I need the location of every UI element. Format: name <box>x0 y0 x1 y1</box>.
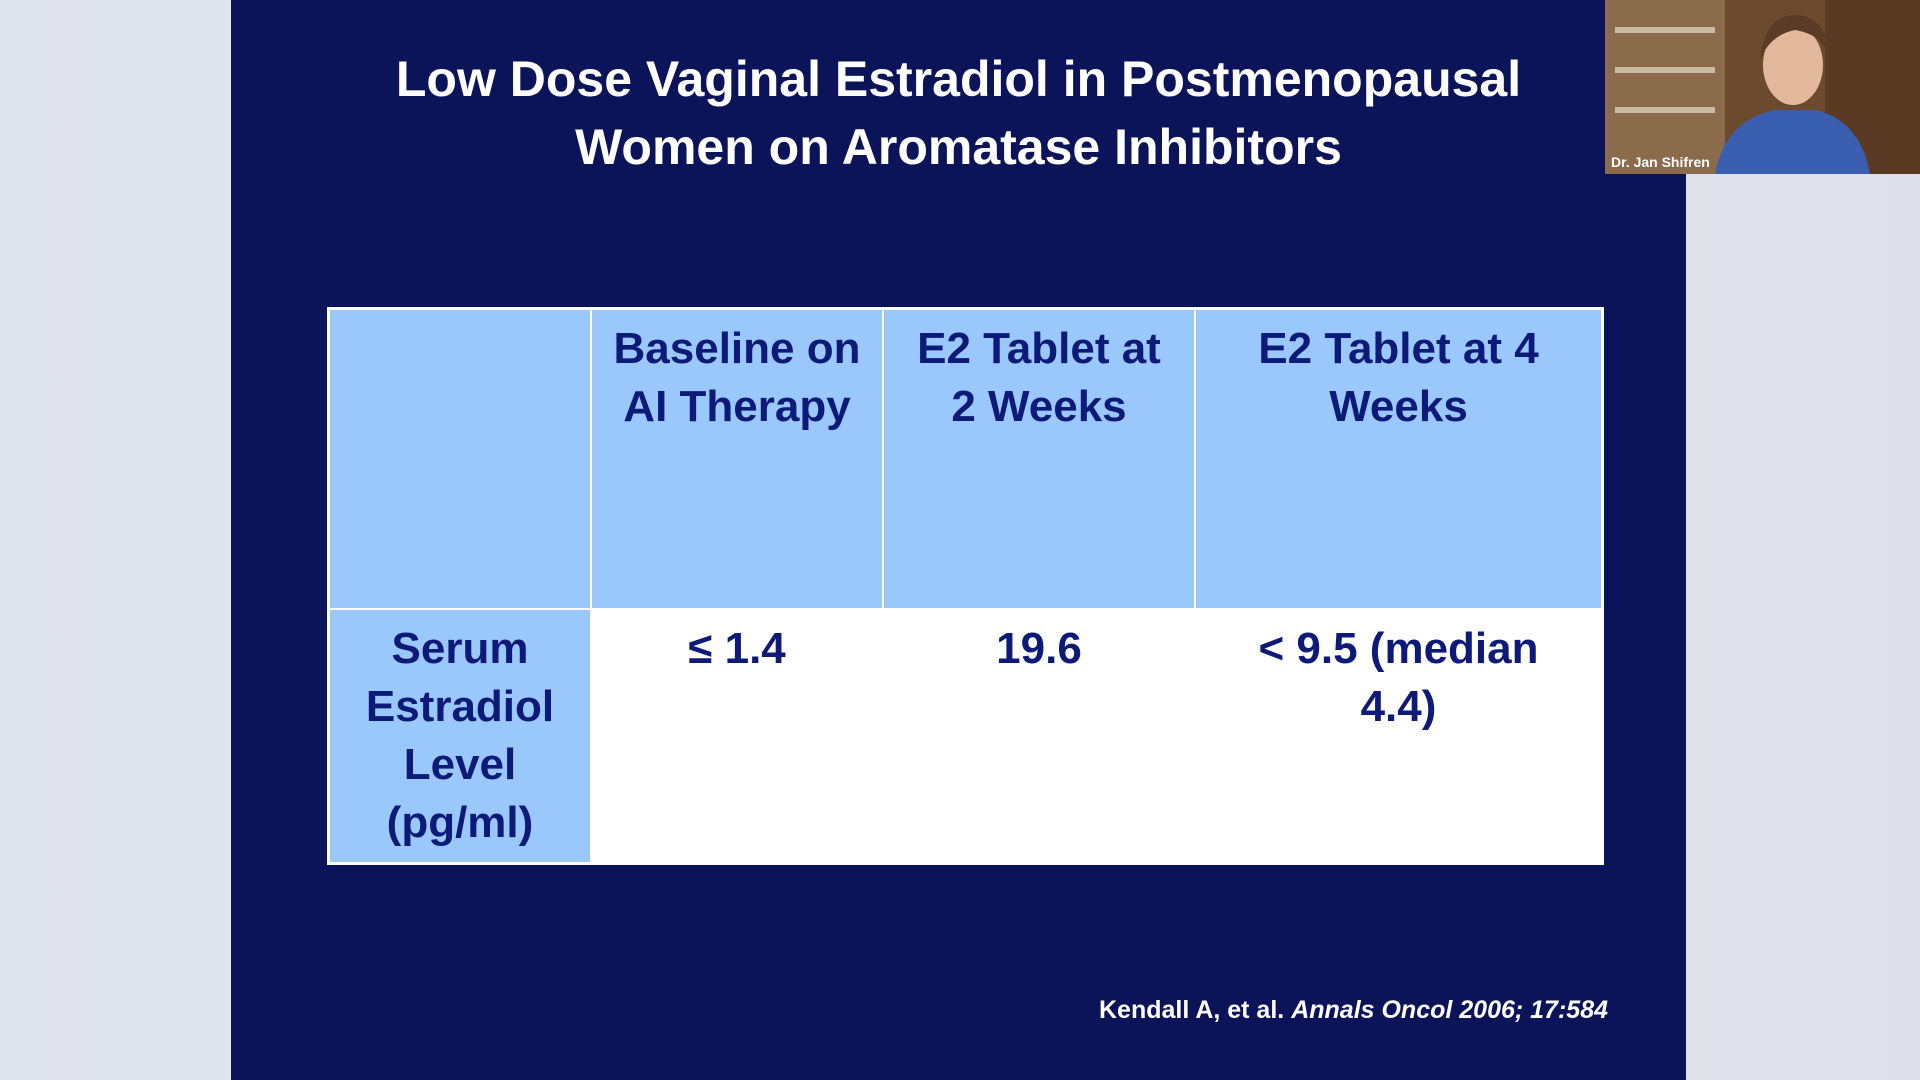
slide-title: Low Dose Vaginal Estradiol in Postmenopa… <box>395 51 1522 107</box>
header-cell: E2 Tablet at 4 Weeks <box>1194 307 1604 610</box>
corner-cell <box>327 307 592 610</box>
header-cell: Baseline on AI Therapy <box>590 307 884 610</box>
citation-journal: Annals Oncol 2006; 17:584 <box>1291 996 1608 1024</box>
citation: Kendall A, et al. Annals Oncol 2006; 17:… <box>1099 996 1608 1025</box>
slide: Low Dose Vaginal Estradiol in Postmenopa… <box>231 0 1686 1080</box>
cell: < 9.5 (median 4.4) <box>1194 607 1604 864</box>
data-table: Baseline on AI Therapy E2 Tablet at 2 We… <box>327 307 1604 865</box>
participant-name: Dr. Jan Shifren <box>1611 154 1710 170</box>
header-cell: E2 Tablet at 2 Weeks <box>882 307 1196 610</box>
video-thumbnail: Dr. Jan Shifren <box>1605 0 1920 174</box>
row-header: Serum Estradiol Level (pg/ml) <box>327 607 592 864</box>
slide-title: Women on Aromatase Inhibitors <box>575 119 1342 175</box>
video-frame <box>1605 0 1920 174</box>
citation-authors: Kendall A, et al. <box>1099 996 1285 1024</box>
cell: 19.6 <box>882 607 1196 864</box>
cell: ≤ 1.4 <box>590 607 884 864</box>
